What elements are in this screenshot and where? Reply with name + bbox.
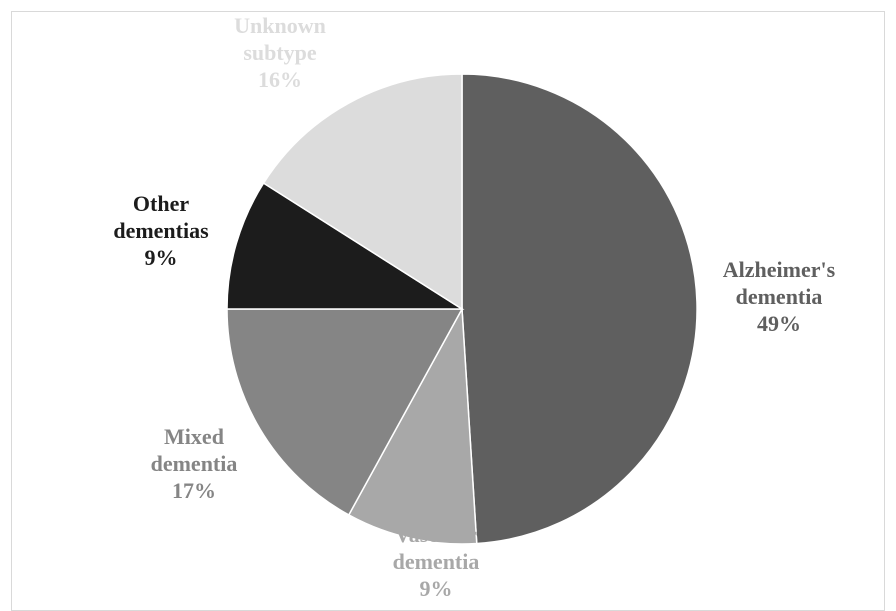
- pie-slice-other-dementias: [226, 182, 465, 310]
- data-label-unknown-subtype: Unknown subtype 16%: [234, 13, 326, 92]
- pie-slice-alzheimer-s-dementia: [461, 73, 698, 545]
- data-label-other-dementias: Other dementias 9%: [113, 191, 209, 270]
- pie-slice-mixed-dementia: [226, 308, 464, 516]
- data-label-vascular-dementia: Vascular dementia 9%: [393, 522, 480, 601]
- pie-slices: [226, 73, 698, 545]
- data-label-alzheimer-s-dementia: Alzheimer's dementia 49%: [723, 257, 836, 336]
- pie-labels: Alzheimer's dementia 49% Vascular dementia 9%…: [113, 13, 835, 601]
- pie-slice-vascular-dementia: [347, 306, 478, 545]
- data-label-mixed-dementia: Mixed dementia 17%: [151, 424, 238, 503]
- pie-slice-unknown-subtype: [262, 73, 463, 311]
